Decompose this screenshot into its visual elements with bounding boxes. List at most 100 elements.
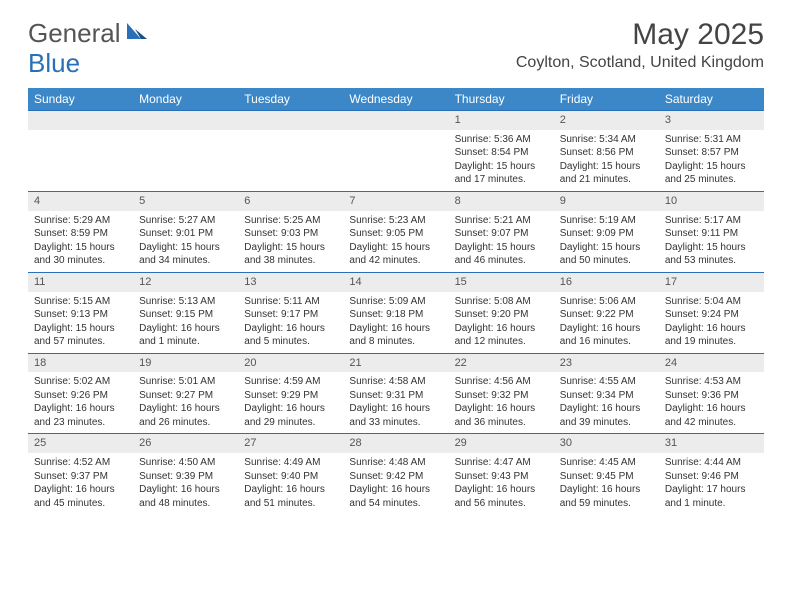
- day-header: Monday: [133, 88, 238, 110]
- sunset-text: Sunset: 9:42 PM: [349, 470, 442, 484]
- day-cell: 21Sunrise: 4:58 AMSunset: 9:31 PMDayligh…: [343, 354, 448, 434]
- day-cell: 18Sunrise: 5:02 AMSunset: 9:26 PMDayligh…: [28, 354, 133, 434]
- day-cell: 17Sunrise: 5:04 AMSunset: 9:24 PMDayligh…: [659, 273, 764, 353]
- day-number: 25: [28, 434, 133, 453]
- sunrise-text: Sunrise: 4:44 AM: [665, 456, 758, 470]
- daylight-text: Daylight: 16 hours and 51 minutes.: [244, 483, 337, 510]
- day-number: 24: [659, 354, 764, 373]
- day-number: 6: [238, 192, 343, 211]
- day-number: 19: [133, 354, 238, 373]
- sunrise-text: Sunrise: 5:25 AM: [244, 214, 337, 228]
- day-cell: 28Sunrise: 4:48 AMSunset: 9:42 PMDayligh…: [343, 434, 448, 514]
- sunrise-text: Sunrise: 4:48 AM: [349, 456, 442, 470]
- day-number: [133, 111, 238, 130]
- day-number: 11: [28, 273, 133, 292]
- sunset-text: Sunset: 9:22 PM: [560, 308, 653, 322]
- day-number: 8: [449, 192, 554, 211]
- sunrise-text: Sunrise: 5:15 AM: [34, 295, 127, 309]
- sunrise-text: Sunrise: 4:53 AM: [665, 375, 758, 389]
- week-row: 11 Sunrise: 5:15 AMSunset: 9:13 PM Dayligh…: [28, 272, 764, 353]
- sunset-text: Sunset: 9:43 PM: [455, 470, 548, 484]
- sunset-text: Sunset: 9:03 PM: [244, 227, 337, 241]
- day-cell: 12Sunrise: 5:13 AMSunset: 9:15 PMDayligh…: [133, 273, 238, 353]
- day-cell: 30Sunrise: 4:45 AMSunset: 9:45 PMDayligh…: [554, 434, 659, 514]
- day-number: 7: [343, 192, 448, 211]
- day-number: 20: [238, 354, 343, 373]
- sunrise-text: Sunrise: 4:56 AM: [455, 375, 548, 389]
- day-number: 27: [238, 434, 343, 453]
- daylight-text: Daylight: 15 hours and 17 minutes.: [455, 160, 548, 187]
- sunset-text: Sunset: 9:39 PM: [139, 470, 232, 484]
- day-number: [238, 111, 343, 130]
- day-number: 14: [343, 273, 448, 292]
- month-title: May 2025: [516, 18, 764, 52]
- week-row: 4Sunrise: 5:29 AMSunset: 8:59 PMDaylight…: [28, 191, 764, 272]
- day-cell: [28, 111, 133, 191]
- header: General May 2025 Coylton, Scotland, Unit…: [0, 0, 792, 80]
- day-number: 22: [449, 354, 554, 373]
- sunrise-text: Sunrise: 5:17 AM: [665, 214, 758, 228]
- day-cell: 19Sunrise: 5:01 AMSunset: 9:27 PMDayligh…: [133, 354, 238, 434]
- day-number: 29: [449, 434, 554, 453]
- day-body: Sunrise: 5:19 AMSunset: 9:09 PMDaylight:…: [554, 211, 659, 272]
- sunset-text: Sunset: 9:40 PM: [244, 470, 337, 484]
- day-cell: 5Sunrise: 5:27 AMSunset: 9:01 PMDaylight…: [133, 192, 238, 272]
- day-cell: 2Sunrise: 5:34 AMSunset: 8:56 PMDaylight…: [554, 111, 659, 191]
- daylight-text: Daylight: 16 hours and 26 minutes.: [139, 402, 232, 429]
- sunrise-text: Sunrise: 4:59 AM: [244, 375, 337, 389]
- daylight-text: Daylight: 16 hours and 59 minutes.: [560, 483, 653, 510]
- day-number: [343, 111, 448, 130]
- day-number: 15: [449, 273, 554, 292]
- logo-sail-icon: [125, 21, 149, 46]
- day-body: Sunrise: 4:59 AMSunset: 9:29 PMDaylight:…: [238, 372, 343, 433]
- day-body: Sunrise: 5:29 AMSunset: 8:59 PMDaylight:…: [28, 211, 133, 272]
- sunrise-text: Sunrise: 5:27 AM: [139, 214, 232, 228]
- sunset-text: Sunset: 9:34 PM: [560, 389, 653, 403]
- sunset-text: Sunset: 9:18 PM: [349, 308, 442, 322]
- sunset-text: Sunset: 8:59 PM: [34, 227, 127, 241]
- sunrise-text: Sunrise: 4:45 AM: [560, 456, 653, 470]
- day-body: Sunrise: 5:09 AMSunset: 9:18 PMDaylight:…: [343, 292, 448, 353]
- sunset-text: Sunset: 9:05 PM: [349, 227, 442, 241]
- day-cell: 14Sunrise: 5:09 AMSunset: 9:18 PMDayligh…: [343, 273, 448, 353]
- day-header: Sunday: [28, 88, 133, 110]
- sunrise-text: Sunrise: 5:21 AM: [455, 214, 548, 228]
- day-cell: 6Sunrise: 5:25 AMSunset: 9:03 PMDaylight…: [238, 192, 343, 272]
- calendar: SundayMondayTuesdayWednesdayThursdayFrid…: [28, 88, 764, 514]
- day-cell: 11Sunrise: 5:15 AMSunset: 9:13 PMDayligh…: [28, 273, 133, 353]
- sunrise-text: Sunrise: 5:31 AM: [665, 133, 758, 147]
- day-body: Sunrise: 4:44 AMSunset: 9:46 PMDaylight:…: [659, 453, 764, 514]
- day-number: 28: [343, 434, 448, 453]
- sunset-text: Sunset: 9:46 PM: [665, 470, 758, 484]
- sunset-text: Sunset: 9:26 PM: [34, 389, 127, 403]
- day-cell: 10Sunrise: 5:17 AMSunset: 9:11 PMDayligh…: [659, 192, 764, 272]
- logo-blue: Blue: [28, 48, 80, 78]
- sunset-text: Sunset: 9:36 PM: [665, 389, 758, 403]
- day-body: Sunrise: 5:11 AMSunset: 9:17 PMDaylight:…: [238, 292, 343, 353]
- location: Coylton, Scotland, United Kingdom: [516, 54, 764, 72]
- day-body: Sunrise: 5:25 AMSunset: 9:03 PMDaylight:…: [238, 211, 343, 272]
- day-header: Thursday: [449, 88, 554, 110]
- daylight-text: Daylight: 16 hours and 12 minutes.: [455, 322, 548, 349]
- day-number: 21: [343, 354, 448, 373]
- day-body: Sunrise: 5:21 AMSunset: 9:07 PMDaylight:…: [449, 211, 554, 272]
- sunrise-text: Sunrise: 5:34 AM: [560, 133, 653, 147]
- day-body: Sunrise: 5:02 AMSunset: 9:26 PMDaylight:…: [28, 372, 133, 433]
- day-body: Sunrise: 4:47 AMSunset: 9:43 PMDaylight:…: [449, 453, 554, 514]
- daylight-text: Daylight: 16 hours and 8 minutes.: [349, 322, 442, 349]
- day-number: 9: [554, 192, 659, 211]
- sunrise-text: Sunrise: 4:52 AM: [34, 456, 127, 470]
- day-body: Sunrise: 5:34 AMSunset: 8:56 PMDaylight:…: [554, 130, 659, 191]
- daylight-text: Daylight: 16 hours and 39 minutes.: [560, 402, 653, 429]
- sunset-text: Sunset: 9:27 PM: [139, 389, 232, 403]
- day-body: Sunrise: 5:27 AMSunset: 9:01 PMDaylight:…: [133, 211, 238, 272]
- day-cell: 20Sunrise: 4:59 AMSunset: 9:29 PMDayligh…: [238, 354, 343, 434]
- daylight-text: Daylight: 16 hours and 16 minutes.: [560, 322, 653, 349]
- day-number: 18: [28, 354, 133, 373]
- day-body: Sunrise: 4:53 AMSunset: 9:36 PMDaylight:…: [659, 372, 764, 433]
- day-body: Sunrise: 4:52 AMSunset: 9:37 PMDaylight:…: [28, 453, 133, 514]
- day-cell: 3Sunrise: 5:31 AMSunset: 8:57 PMDaylight…: [659, 111, 764, 191]
- logo-general: General: [28, 18, 121, 49]
- week-row: 1Sunrise: 5:36 AMSunset: 8:54 PMDaylight…: [28, 110, 764, 191]
- sunset-text: Sunset: 9:13 PM: [34, 308, 127, 322]
